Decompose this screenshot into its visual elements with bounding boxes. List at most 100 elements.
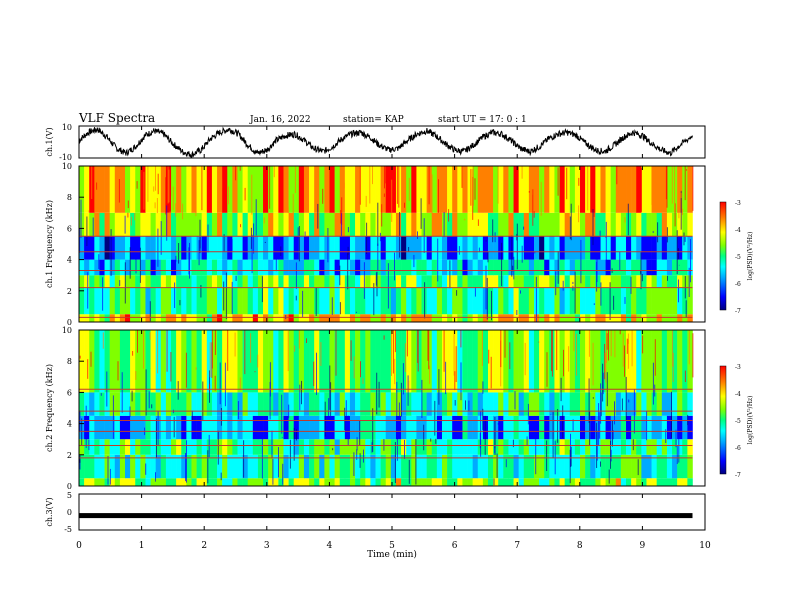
spec1-cell bbox=[196, 166, 202, 213]
spec1-cell bbox=[682, 259, 688, 276]
spec2-streak bbox=[250, 333, 252, 363]
spec2-cell bbox=[585, 330, 591, 393]
spec1-cell bbox=[441, 275, 448, 288]
spec2-cell bbox=[314, 478, 320, 486]
spec2-streak bbox=[299, 384, 301, 411]
spec1-cell bbox=[309, 287, 315, 315]
spec1-streak bbox=[143, 171, 145, 210]
spec1-cell bbox=[559, 212, 565, 237]
spec2-streak bbox=[494, 446, 496, 453]
spec2-cell bbox=[503, 392, 509, 416]
spec1-cell bbox=[94, 212, 100, 237]
spec1-cell bbox=[130, 275, 136, 288]
spec1-cell bbox=[171, 287, 177, 315]
spec1-streak bbox=[341, 197, 343, 225]
spec2-cell bbox=[472, 454, 479, 479]
spec1-cell bbox=[252, 287, 259, 315]
spec2-cell bbox=[441, 415, 448, 440]
spec2-cell bbox=[656, 415, 663, 440]
spec1-cell bbox=[605, 236, 611, 260]
spec2-cell bbox=[334, 478, 341, 486]
spec1-streak bbox=[269, 166, 271, 209]
spec2-streak bbox=[344, 407, 346, 431]
spec1-cell bbox=[441, 166, 448, 213]
spec1-cell bbox=[477, 259, 484, 276]
spec1-cell bbox=[600, 166, 606, 213]
spec1-streak bbox=[236, 166, 238, 170]
spec1-cell bbox=[288, 314, 295, 322]
spec1-cell bbox=[580, 166, 586, 213]
spec1-cell bbox=[482, 212, 489, 237]
spec1-cell bbox=[339, 314, 346, 322]
spec1-streak bbox=[99, 166, 101, 194]
spec1-streak bbox=[487, 251, 489, 263]
ch2-spec-ylabel-text: ch.2 Frequency (kHz) bbox=[45, 364, 54, 452]
spec1-cell bbox=[411, 275, 417, 288]
spec1-streak bbox=[674, 203, 676, 227]
spec2-cell bbox=[119, 330, 126, 393]
spec2-streak bbox=[353, 356, 355, 379]
spec1-cell bbox=[232, 166, 238, 213]
spec2-streak bbox=[675, 429, 677, 448]
spec1-cell bbox=[498, 212, 504, 237]
spec2-cell bbox=[191, 392, 197, 416]
spec2-streak bbox=[156, 418, 157, 459]
spec1-cell bbox=[268, 275, 274, 288]
spec1-cell bbox=[237, 236, 243, 260]
spec1-cell bbox=[99, 166, 105, 213]
spec2-streak bbox=[173, 416, 175, 438]
spec1-cell bbox=[211, 236, 218, 260]
spec1-cell bbox=[257, 275, 264, 288]
spec2-streak bbox=[391, 330, 392, 376]
spec2-streak bbox=[551, 330, 553, 377]
spec2-ytick-label: 6 bbox=[67, 388, 72, 397]
spec1-cell bbox=[125, 236, 131, 260]
spec1-cell bbox=[610, 275, 617, 288]
spec1-cell bbox=[610, 212, 617, 237]
spec2-cell bbox=[401, 478, 407, 486]
ch1-ylabel: ch.1(V) bbox=[45, 127, 54, 156]
spec2-cell bbox=[518, 415, 525, 440]
spec1-cell bbox=[661, 275, 668, 288]
spec1-streak bbox=[100, 166, 102, 205]
spec1-cell bbox=[171, 259, 177, 276]
spec1-cell bbox=[487, 236, 494, 260]
spec1-streak bbox=[384, 166, 385, 189]
spec1-streak bbox=[239, 166, 241, 171]
spec2-cell bbox=[257, 439, 264, 455]
spec1-cell bbox=[534, 259, 540, 276]
spec1-cell bbox=[130, 166, 136, 213]
spec1-cell bbox=[467, 275, 473, 288]
spec2-cell bbox=[268, 415, 274, 440]
spec2-cell bbox=[682, 439, 688, 455]
spec2-cell bbox=[416, 330, 422, 393]
spec2-streak bbox=[622, 333, 624, 367]
spec2-cell bbox=[523, 439, 530, 455]
spec1-cell bbox=[145, 275, 151, 288]
spec1-cell bbox=[309, 236, 315, 260]
spec2-cell bbox=[232, 454, 238, 479]
spec1-streak bbox=[295, 295, 297, 301]
spec2-cell bbox=[160, 439, 167, 455]
spec2-cell bbox=[237, 330, 243, 393]
spec2-streak bbox=[209, 342, 211, 378]
spec1-cell bbox=[293, 314, 300, 322]
spec1-cell bbox=[339, 212, 346, 237]
spec1-cell bbox=[559, 259, 565, 276]
spec1-cell bbox=[201, 275, 208, 288]
spec2-cell bbox=[303, 478, 310, 486]
spec1-streak bbox=[657, 222, 659, 243]
spec1-streak bbox=[124, 262, 126, 304]
spec2-cell bbox=[89, 439, 95, 455]
spec1-cell bbox=[344, 166, 351, 213]
spec2-cell bbox=[651, 392, 657, 416]
spec1-cell bbox=[247, 166, 254, 213]
spec1-cell bbox=[247, 259, 254, 276]
spec1-cell bbox=[257, 259, 264, 276]
spec2-cell bbox=[227, 439, 233, 455]
spec1-cell bbox=[211, 166, 218, 213]
spec1-cell bbox=[615, 275, 622, 288]
spec1-cell bbox=[314, 259, 320, 276]
spec2-cell bbox=[135, 454, 141, 479]
spec1-cell bbox=[646, 212, 652, 237]
